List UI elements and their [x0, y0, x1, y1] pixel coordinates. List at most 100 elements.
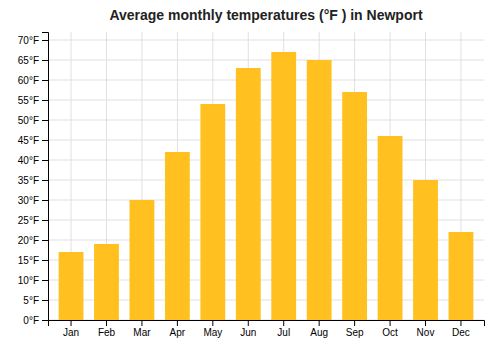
bar [342, 92, 367, 320]
x-tick-mark [177, 320, 178, 326]
y-tick-label: 30°F [18, 195, 39, 206]
y-tick-mark [42, 280, 48, 281]
chart: 0°F 5°F 10°F 15°F 20°F 25°F 30°F 35°F 40°F 45°F 50… [0, 0, 500, 350]
x-tick: Dec [452, 320, 470, 338]
x-tick: Oct [382, 320, 398, 338]
y-tick: 50°F [18, 115, 48, 126]
x-tick-mark [106, 320, 107, 326]
x-tick-label: Nov [417, 327, 435, 338]
x-tick-label: Feb [98, 327, 116, 338]
y-tick-mark [42, 180, 48, 181]
x-tick: Nov [417, 320, 435, 338]
grid [48, 32, 484, 320]
bar [200, 104, 225, 320]
x-tick-label: May [203, 327, 222, 338]
y-tick: 35°F [18, 175, 48, 186]
y-tick-mark [42, 260, 48, 261]
y-tick-mark [42, 300, 48, 301]
y-tick-mark [42, 140, 48, 141]
y-tick: 40°F [18, 155, 48, 166]
y-tick-label: 0°F [23, 315, 39, 326]
title: Average monthly temperatures (°F ) in Ne… [109, 7, 422, 23]
bar [413, 180, 438, 320]
x-tick: Feb [98, 320, 116, 338]
y-tick-mark [42, 200, 48, 201]
bar [165, 152, 190, 320]
y-tick-mark [42, 120, 48, 121]
x-tick: Jan [63, 320, 79, 338]
y-tick: 70°F [18, 35, 48, 46]
y-tick: 30°F [18, 195, 48, 206]
y-tick-label: 65°F [18, 55, 39, 66]
x-tick-mark [390, 320, 391, 326]
y-grid-line [48, 40, 484, 41]
y-tick-label: 60°F [18, 75, 39, 86]
x-tick-mark [248, 320, 249, 326]
bars [59, 52, 474, 320]
x-tick-label: Aug [310, 327, 328, 338]
y-tick: 0°F [23, 315, 48, 326]
y-tick-label: 70°F [18, 35, 39, 46]
x-tick: Sep [346, 320, 364, 338]
x-tick-mark [71, 320, 72, 326]
y-tick-label: 25°F [18, 215, 39, 226]
y-tick-mark [42, 320, 48, 321]
x-tick: Aug [310, 320, 328, 338]
y-tick-label: 40°F [18, 155, 39, 166]
x-tick-mark [354, 320, 355, 326]
y-tick: 45°F [18, 135, 48, 146]
y-tick-mark [42, 220, 48, 221]
x-tick-label: Jun [240, 327, 256, 338]
bar [94, 244, 119, 320]
y-tick-mark [42, 60, 48, 61]
x-tick-mark [460, 320, 461, 326]
y-tick-label: 35°F [18, 175, 39, 186]
y-tick-label: 20°F [18, 235, 39, 246]
y-tick-mark [42, 160, 48, 161]
y-grid-line [48, 100, 484, 101]
y-tick: 20°F [18, 235, 48, 246]
x-tick-mark [425, 320, 426, 326]
x-tick: May [203, 320, 222, 338]
y-grid-line [48, 140, 484, 141]
x-axis-line [49, 321, 485, 327]
y-tick-mark [42, 240, 48, 241]
y-grid-line [48, 80, 484, 81]
y-tick-label: 45°F [18, 135, 39, 146]
y-tick-label: 55°F [18, 95, 39, 106]
x-tick: Jul [277, 320, 290, 338]
x-tick-mark [283, 320, 284, 326]
y-axis: 0°F 5°F 10°F 15°F 20°F 25°F 30°F 35°F 40°F 45°F 50… [18, 33, 49, 326]
y-tick: 5°F [23, 295, 48, 306]
x-tick: Jun [240, 320, 256, 338]
y-tick-label: 5°F [23, 295, 39, 306]
bar [307, 60, 332, 320]
y-tick: 15°F [18, 255, 48, 266]
y-tick-label: 10°F [18, 275, 39, 286]
x-tick-label: Oct [382, 327, 398, 338]
x-axis: JanFebMarAprMayJunJulAugSepOctNovDec [49, 320, 485, 338]
y-tick: 60°F [18, 75, 48, 86]
y-grid-line [48, 60, 484, 61]
bar [236, 68, 261, 320]
bar [449, 232, 474, 320]
bar [59, 252, 84, 320]
x-tick-mark [319, 320, 320, 326]
y-tick-mark [42, 100, 48, 101]
x-tick-label: Dec [452, 327, 470, 338]
x-tick-mark [212, 320, 213, 326]
y-tick-mark [42, 40, 48, 41]
y-tick: 65°F [18, 55, 48, 66]
y-tick-mark [42, 80, 48, 81]
plot: 0°F 5°F 10°F 15°F 20°F 25°F 30°F 35°F 40°F 45°F 50… [18, 32, 485, 338]
x-tick-label: Jan [63, 327, 79, 338]
y-axis-line [42, 33, 49, 321]
y-tick-label: 15°F [18, 255, 39, 266]
x-tick-label: Sep [346, 327, 364, 338]
x-tick-label: Mar [133, 327, 151, 338]
y-tick: 10°F [18, 275, 48, 286]
y-grid-line [48, 120, 484, 121]
bar [271, 52, 296, 320]
bar [378, 136, 403, 320]
y-tick: 25°F [18, 215, 48, 226]
